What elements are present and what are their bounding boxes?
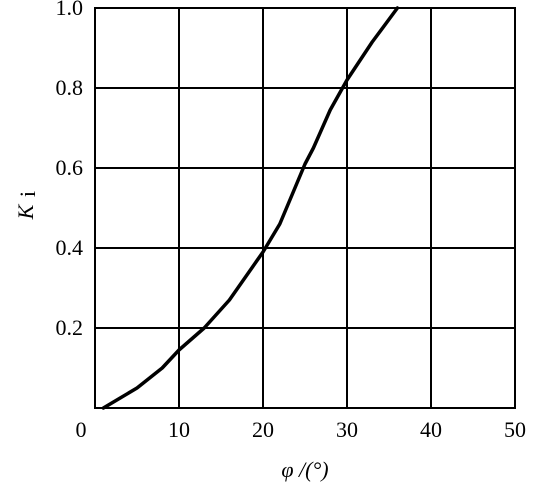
- x-tick-label: 10: [168, 417, 190, 442]
- x-tick-label: 40: [420, 417, 442, 442]
- y-tick-label: 0.8: [56, 75, 84, 100]
- y-tick-label: 0.6: [56, 155, 84, 180]
- data-line: [101, 6, 400, 410]
- y-axis-label-subscript: i: [15, 191, 40, 197]
- x-tick-label: 0: [76, 417, 87, 442]
- plot-frame: [94, 7, 516, 409]
- x-tick-label: 30: [336, 417, 358, 442]
- y-tick-label: 0.4: [56, 235, 84, 260]
- y-tick-label: 1.0: [56, 0, 84, 20]
- y-axis-label: K: [13, 203, 38, 220]
- x-tick-label: 20: [252, 417, 274, 442]
- y-tick-label: 0.2: [56, 315, 84, 340]
- x-tick-label: 50: [504, 417, 526, 442]
- x-axis-label: φ /(°): [281, 457, 328, 482]
